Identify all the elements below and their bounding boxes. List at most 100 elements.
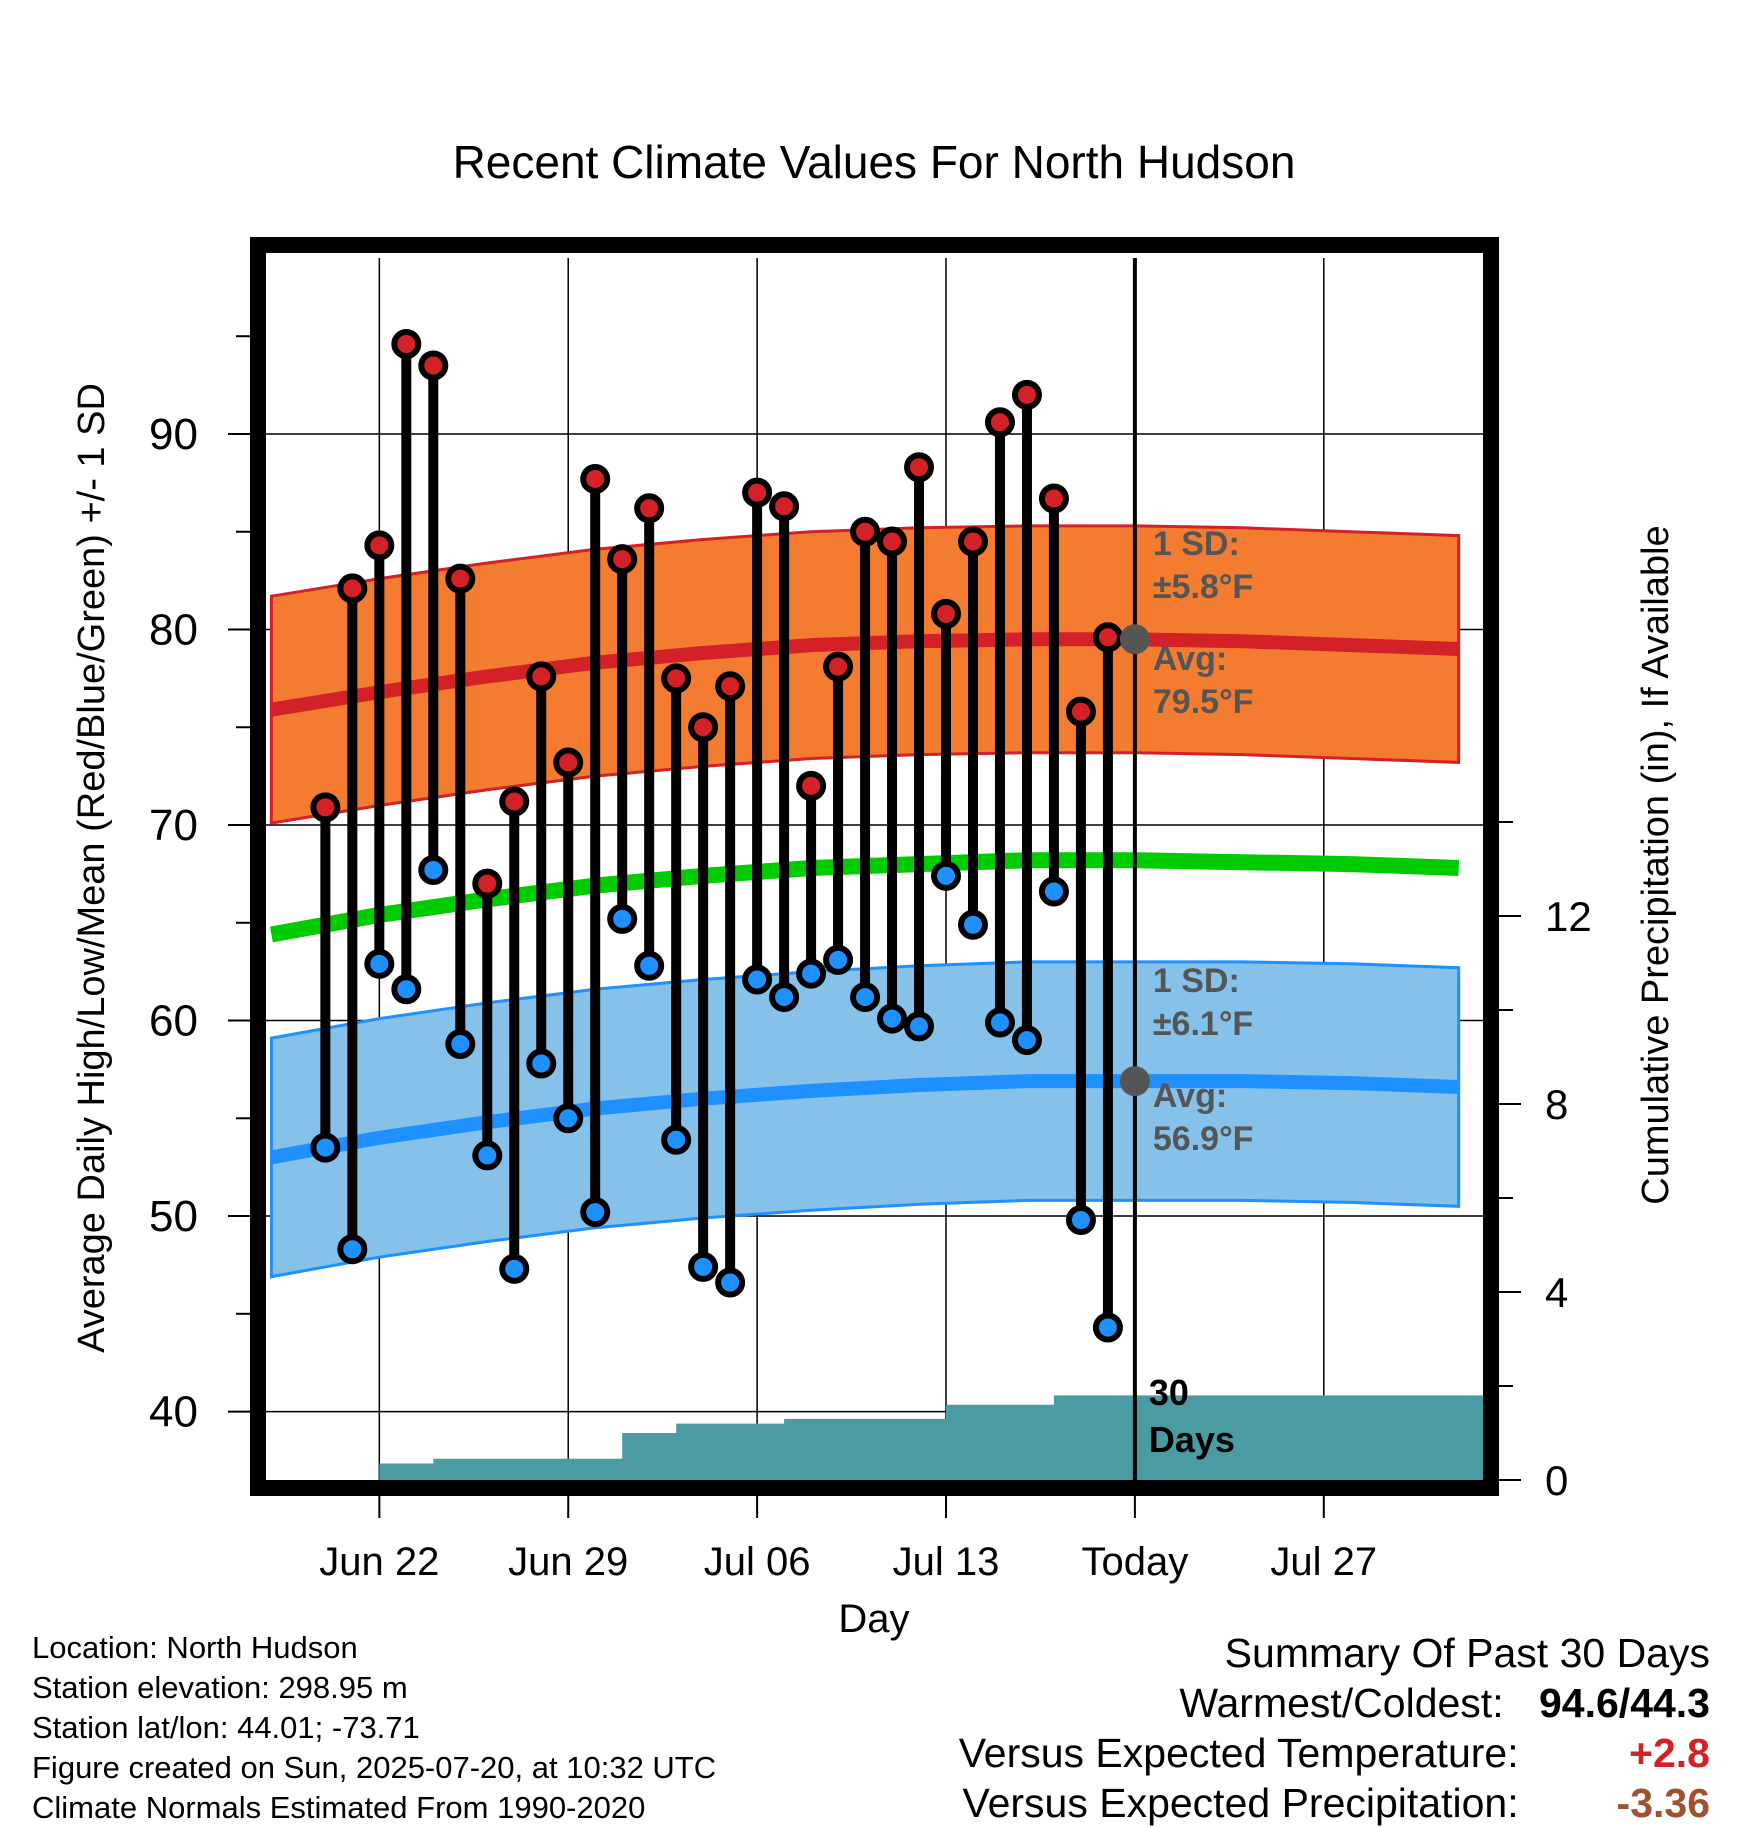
temp-label: Versus Expected Temperature: [958, 1730, 1519, 1776]
high-point [418, 350, 449, 381]
location-text: Location: North Hudson [32, 1630, 358, 1665]
high-point [445, 563, 476, 594]
normals-text: Climate Normals Estimated From 1990-2020 [32, 1790, 646, 1825]
low-point [1011, 1025, 1042, 1056]
x-tick-label: Jul 06 [704, 1540, 811, 1584]
low-point [445, 1028, 476, 1059]
low-point [1065, 1204, 1096, 1235]
low-point [337, 1234, 368, 1265]
low-point [391, 974, 422, 1005]
chart-title: Recent Climate Values For North Hudson [452, 136, 1296, 188]
x-axis-label: Day [838, 1597, 909, 1641]
high-point [984, 407, 1015, 438]
low-point [904, 1011, 935, 1042]
high-point [526, 661, 557, 692]
low-point [634, 950, 665, 981]
low-point [957, 909, 988, 940]
low-point [796, 958, 827, 989]
low-point [1038, 876, 1069, 907]
normal-annotations: 1 SD: ±5.8°F Avg: 79.5°F 1 SD: ±6.1°F Avg: 56.9… [1119, 525, 1254, 1158]
high-point [931, 598, 962, 629]
precipitation-area [266, 1395, 1483, 1480]
high-point [661, 663, 692, 694]
plot-frame [250, 237, 1499, 1496]
y-tick-label: 50 [149, 1192, 198, 1241]
low-point [931, 860, 962, 891]
low-sd-value: ±6.1°F [1153, 1005, 1253, 1043]
precip-label: Versus Expected Precipitation: [962, 1780, 1519, 1826]
high-today-average-dot [1119, 624, 1150, 655]
today-days-label: Days [1149, 1419, 1235, 1460]
precip-value: -3.36 [1616, 1780, 1710, 1826]
low-point [553, 1103, 584, 1134]
high-point [877, 526, 908, 557]
y2-axis-label: Cumulative Precipitation (in), If Availa… [1635, 525, 1677, 1204]
high-point [1092, 622, 1123, 653]
y-tick-label: 40 [149, 1388, 198, 1437]
x-tick-label: Jul 27 [1270, 1540, 1377, 1584]
summary-heading: Summary Of Past 30 Days [1224, 1630, 1710, 1676]
high-sd-label: 1 SD: [1153, 525, 1240, 563]
y2-tick-label: 8 [1545, 1081, 1568, 1128]
summary-panel: Summary Of Past 30 Days Warmest/Coldest:… [959, 1628, 1710, 1828]
high-point [715, 671, 746, 702]
y2-tick-label: 12 [1545, 893, 1592, 940]
high-point [607, 544, 638, 575]
low-point [310, 1132, 341, 1163]
low-sd-label: 1 SD: [1153, 962, 1240, 1000]
high-point [337, 573, 368, 604]
high-point [904, 452, 935, 483]
y-axis-label: Average Daily High/Low/Mean (Red/Blue/Gr… [71, 383, 113, 1353]
low-point [823, 944, 854, 975]
station-info: Location: North Hudson Station elevation… [32, 1628, 716, 1828]
today-marker: 30 Days [1132, 258, 1235, 1480]
high-point [391, 329, 422, 360]
y-tick-label: 70 [149, 801, 198, 850]
x-tick-label: Jun 29 [508, 1540, 628, 1584]
low-point [715, 1267, 746, 1298]
high-point [957, 526, 988, 557]
low-point [607, 903, 638, 934]
daily-stems [320, 339, 1113, 1333]
precipitation-area-shape [266, 1395, 1483, 1480]
low-point [499, 1253, 530, 1284]
high-sd-value: ±5.8°F [1153, 568, 1253, 606]
high-point [634, 493, 665, 524]
high-point [364, 530, 395, 561]
y-tick-label: 60 [149, 997, 198, 1046]
low-point [580, 1197, 611, 1228]
latlon-text: Station lat/lon: 44.01; -73.71 [32, 1710, 420, 1745]
low-point [1092, 1312, 1123, 1343]
low-point [769, 982, 800, 1013]
daily-points [310, 329, 1123, 1343]
low-point [877, 1003, 908, 1034]
y-tick-label: 80 [149, 605, 198, 654]
y2-tick-label: 4 [1545, 1269, 1568, 1316]
low-point [850, 982, 881, 1013]
low-point [418, 854, 449, 885]
created-text: Figure created on Sun, 2025-07-20, at 10… [32, 1750, 717, 1785]
today-days-label: 30 [1149, 1372, 1189, 1413]
x-tick-label: Jun 22 [319, 1540, 439, 1584]
summary-warmest-row: Warmest/Coldest: 94.6/44.3 [959, 1678, 1710, 1728]
high-point [1038, 483, 1069, 514]
high-point [1065, 696, 1096, 727]
y-tick-label: 90 [149, 410, 198, 459]
warmest-value: 94.6/44.3 [1539, 1680, 1710, 1726]
high-point [310, 792, 341, 823]
x-tick-label: Today [1082, 1540, 1189, 1584]
low-avg-value: 56.9°F [1153, 1120, 1254, 1158]
high-point [769, 491, 800, 522]
low-point [472, 1140, 503, 1171]
axes [228, 237, 1521, 1518]
high-point [796, 770, 827, 801]
low-point [742, 964, 773, 995]
low-average-line [270, 1074, 1459, 1165]
high-point [1011, 379, 1042, 410]
low-point [364, 948, 395, 979]
warmest-label: Warmest/Coldest: [1179, 1680, 1504, 1726]
low-point [526, 1048, 557, 1079]
high-point [553, 747, 584, 778]
high-point [472, 868, 503, 899]
